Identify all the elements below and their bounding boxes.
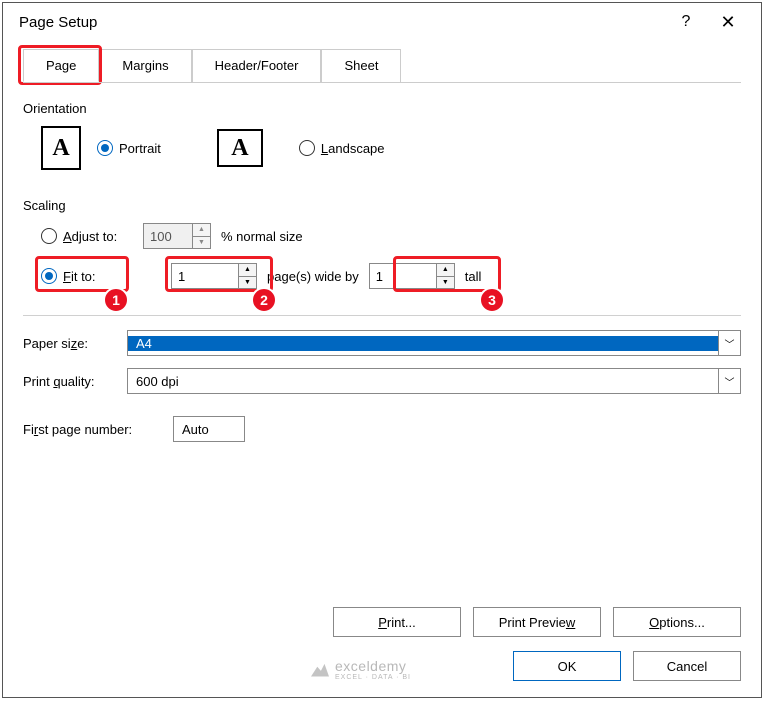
spinner-down-icon[interactable]: ▼: [239, 277, 256, 289]
options-button[interactable]: Options...: [613, 607, 741, 637]
paper-size-label: Paper size:: [23, 336, 117, 351]
portrait-label: Portrait: [119, 141, 161, 156]
spinner-up-icon[interactable]: ▲: [193, 224, 210, 237]
adjust-to-input[interactable]: [144, 224, 192, 248]
fit-tall-input[interactable]: [370, 264, 436, 288]
radio-indicator-icon: [41, 228, 57, 244]
fit-wide-input[interactable]: [172, 264, 238, 288]
paper-size-value: A4: [128, 336, 718, 351]
print-button[interactable]: Print...: [333, 607, 461, 637]
tab-sheet[interactable]: Sheet: [321, 49, 401, 82]
fit-to-label: Fit to:: [63, 269, 96, 284]
page-setup-dialog: Page Setup ? ✕ Page Margins Header/Foote…: [2, 2, 762, 698]
spinner-up-icon[interactable]: ▲: [239, 264, 256, 277]
chevron-down-icon: ﹀: [718, 369, 740, 393]
tab-content: Orientation A Portrait A Landscape Scali…: [23, 82, 741, 442]
tab-page[interactable]: Page: [23, 49, 99, 82]
chevron-down-icon: ﹀: [718, 331, 740, 355]
adjust-suffix: % normal size: [221, 229, 303, 244]
ok-button[interactable]: OK: [513, 651, 621, 681]
watermark: exceldemy EXCEL · DATA · BI: [311, 658, 411, 681]
tab-header-footer[interactable]: Header/Footer: [192, 49, 322, 82]
watermark-name: exceldemy: [335, 658, 411, 674]
radio-indicator-icon: [41, 268, 57, 284]
fit-to-radio[interactable]: Fit to:: [41, 268, 133, 284]
spinner-up-icon[interactable]: ▲: [437, 264, 454, 277]
adjust-to-label: Adjust to:: [63, 229, 117, 244]
portrait-radio[interactable]: Portrait: [97, 140, 161, 156]
fit-mid-label: page(s) wide by: [267, 269, 359, 284]
titlebar: Page Setup ? ✕: [3, 3, 761, 41]
spinner-buttons: ▲ ▼: [436, 264, 454, 288]
close-button[interactable]: ✕: [707, 7, 749, 37]
print-quality-row: Print quality: 600 dpi ﹀: [23, 368, 741, 394]
paper-size-row: Paper size: A4 ﹀: [23, 330, 741, 356]
radio-indicator-icon: [97, 140, 113, 156]
fit-wide-spinner[interactable]: ▲ ▼: [171, 263, 257, 289]
landscape-icon: A: [217, 129, 263, 167]
landscape-radio[interactable]: Landscape: [299, 140, 385, 156]
dialog-title: Page Setup: [19, 14, 665, 31]
separator: [23, 315, 741, 316]
portrait-icon: A: [41, 126, 81, 170]
fit-tall-spinner[interactable]: ▲ ▼: [369, 263, 455, 289]
scaling-fit-row: Fit to: ▲ ▼ page(s) wide by ▲ ▼ tall: [41, 263, 741, 289]
paper-size-select[interactable]: A4 ﹀: [127, 330, 741, 356]
tab-margins[interactable]: Margins: [99, 49, 191, 82]
action-buttons: Print... Print Preview Options...: [333, 607, 741, 637]
radio-indicator-icon: [299, 140, 315, 156]
orientation-row: A Portrait A Landscape: [41, 126, 741, 170]
fit-tall-suffix: tall: [465, 269, 482, 284]
scaling-adjust-row: Adjust to: ▲ ▼ % normal size: [41, 223, 741, 249]
badge-3: 3: [479, 287, 505, 313]
scaling-group-label: Scaling: [23, 198, 741, 213]
tab-strip: Page Margins Header/Footer Sheet: [23, 49, 761, 82]
first-page-label: First page number:: [23, 422, 163, 437]
adjust-to-spinner[interactable]: ▲ ▼: [143, 223, 211, 249]
first-page-row: First page number:: [23, 416, 741, 442]
orientation-group-label: Orientation: [23, 101, 741, 116]
cancel-button[interactable]: Cancel: [633, 651, 741, 681]
print-preview-button[interactable]: Print Preview: [473, 607, 601, 637]
spinner-down-icon[interactable]: ▼: [437, 277, 454, 289]
spinner-down-icon[interactable]: ▼: [193, 237, 210, 249]
spinner-buttons: ▲ ▼: [238, 264, 256, 288]
watermark-sub: EXCEL · DATA · BI: [335, 674, 411, 681]
badge-2: 2: [251, 287, 277, 313]
first-page-input[interactable]: [173, 416, 245, 442]
badge-1: 1: [103, 287, 129, 313]
print-quality-label: Print quality:: [23, 374, 117, 389]
help-button[interactable]: ?: [665, 7, 707, 37]
landscape-label: Landscape: [321, 141, 385, 156]
spinner-buttons: ▲ ▼: [192, 224, 210, 248]
print-quality-select[interactable]: 600 dpi ﹀: [127, 368, 741, 394]
dialog-buttons: OK Cancel: [513, 651, 741, 681]
watermark-icon: [311, 663, 329, 677]
print-quality-value: 600 dpi: [128, 374, 718, 389]
adjust-to-radio[interactable]: Adjust to:: [41, 228, 133, 244]
